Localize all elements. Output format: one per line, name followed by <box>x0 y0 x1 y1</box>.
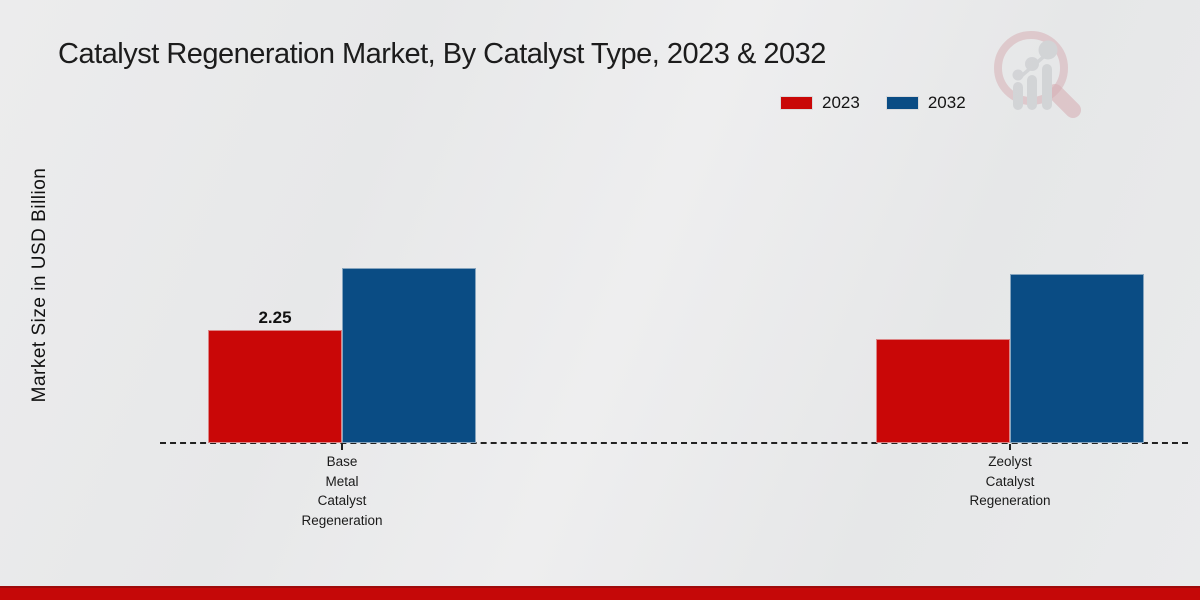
legend-swatch-2032 <box>885 96 919 110</box>
bar-2023-category-0 <box>208 330 342 443</box>
x-axis-category-label: Base Metal Catalyst Regeneration <box>301 454 383 528</box>
x-axis-tick <box>341 444 343 450</box>
y-axis-label: Market Size in USD Billion <box>29 167 50 403</box>
legend-item-2032: 2032 <box>885 93 966 113</box>
bar-value-label: 2.25 <box>258 308 292 327</box>
x-axis-baseline <box>160 442 1188 444</box>
bar-2032-category-0 <box>342 268 476 443</box>
legend: 2023 2032 <box>780 93 966 113</box>
legend-label: 2023 <box>822 93 860 112</box>
legend-label: 2032 <box>927 93 966 112</box>
legend-swatch-2023 <box>780 96 813 110</box>
footer-accent-bar <box>0 586 1200 600</box>
x-axis-category-label: Zeolyst Catalyst Regeneration <box>969 454 1051 508</box>
x-axis-tick <box>1009 444 1011 450</box>
magnifier-bar-chart-logo-icon <box>994 31 1081 118</box>
bar-2032-category-1 <box>1010 274 1144 443</box>
chart-title: Catalyst Regeneration Market, By Catalys… <box>58 38 826 70</box>
legend-item-2023: 2023 <box>780 93 860 113</box>
bar-2023-category-1 <box>876 339 1010 443</box>
